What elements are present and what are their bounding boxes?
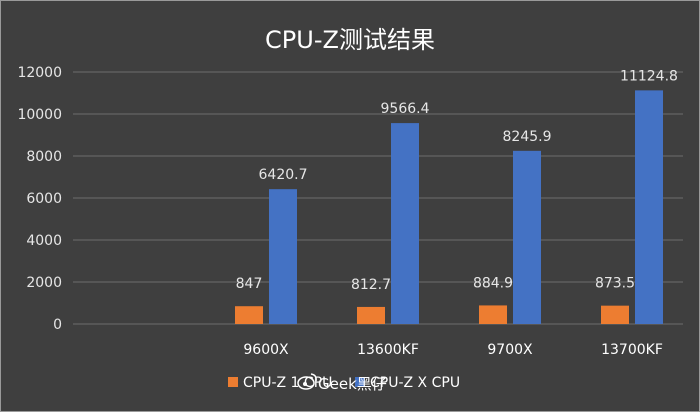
bar bbox=[269, 189, 297, 324]
bar bbox=[479, 305, 507, 324]
legend-swatch bbox=[228, 377, 238, 387]
y-axis-ticks: 0 2000 4000 6000 8000 10000 12000 bbox=[17, 65, 62, 333]
bar bbox=[235, 306, 263, 324]
chart-title: CPU-Z测试结果 bbox=[265, 26, 435, 54]
y-tick-label: 2000 bbox=[26, 275, 62, 291]
watermark-text: Geek黑仔 bbox=[318, 375, 387, 393]
bar bbox=[635, 90, 663, 324]
data-labels: 847 6420.7 812.7 9566.4 884.9 8245.9 873.5 1112… bbox=[236, 68, 678, 293]
bar bbox=[391, 123, 419, 325]
legend-swatch bbox=[355, 377, 365, 387]
legend-label: CPU-Z 1 CPU bbox=[243, 375, 332, 391]
y-tick-label: 12000 bbox=[17, 65, 62, 81]
data-label: 8245.9 bbox=[503, 129, 552, 145]
y-tick-label: 0 bbox=[53, 317, 62, 333]
y-tick-label: 4000 bbox=[26, 233, 62, 249]
x-category-label: 13600KF bbox=[357, 342, 419, 358]
x-category-label: 9700X bbox=[487, 342, 533, 358]
data-label: 812.7 bbox=[351, 277, 391, 293]
y-tick-label: 8000 bbox=[26, 149, 62, 165]
data-label: 884.9 bbox=[473, 275, 513, 291]
gridlines bbox=[73, 71, 683, 325]
x-category-label: 9600X bbox=[243, 342, 289, 358]
data-label: 847 bbox=[236, 276, 263, 292]
x-category-label: 13700KF bbox=[601, 342, 663, 358]
weibo-logo-icon bbox=[297, 373, 317, 390]
bar bbox=[513, 150, 541, 324]
data-label: 873.5 bbox=[595, 276, 635, 292]
legend-label: CPU-Z X CPU bbox=[370, 375, 460, 391]
x-axis-categories: 9600X 13600KF 9700X 13700KF bbox=[243, 342, 663, 358]
data-label: 11124.8 bbox=[620, 68, 678, 84]
y-tick-label: 10000 bbox=[17, 107, 62, 123]
watermark: Geek黑仔 bbox=[297, 373, 387, 393]
bars bbox=[235, 90, 663, 325]
data-label: 6420.7 bbox=[259, 167, 308, 183]
data-label: 9566.4 bbox=[381, 101, 430, 117]
bar bbox=[601, 305, 629, 324]
bar bbox=[357, 306, 385, 324]
legend: CPU-Z 1 CPU CPU-Z X CPU bbox=[228, 375, 460, 391]
y-tick-label: 6000 bbox=[26, 191, 62, 207]
